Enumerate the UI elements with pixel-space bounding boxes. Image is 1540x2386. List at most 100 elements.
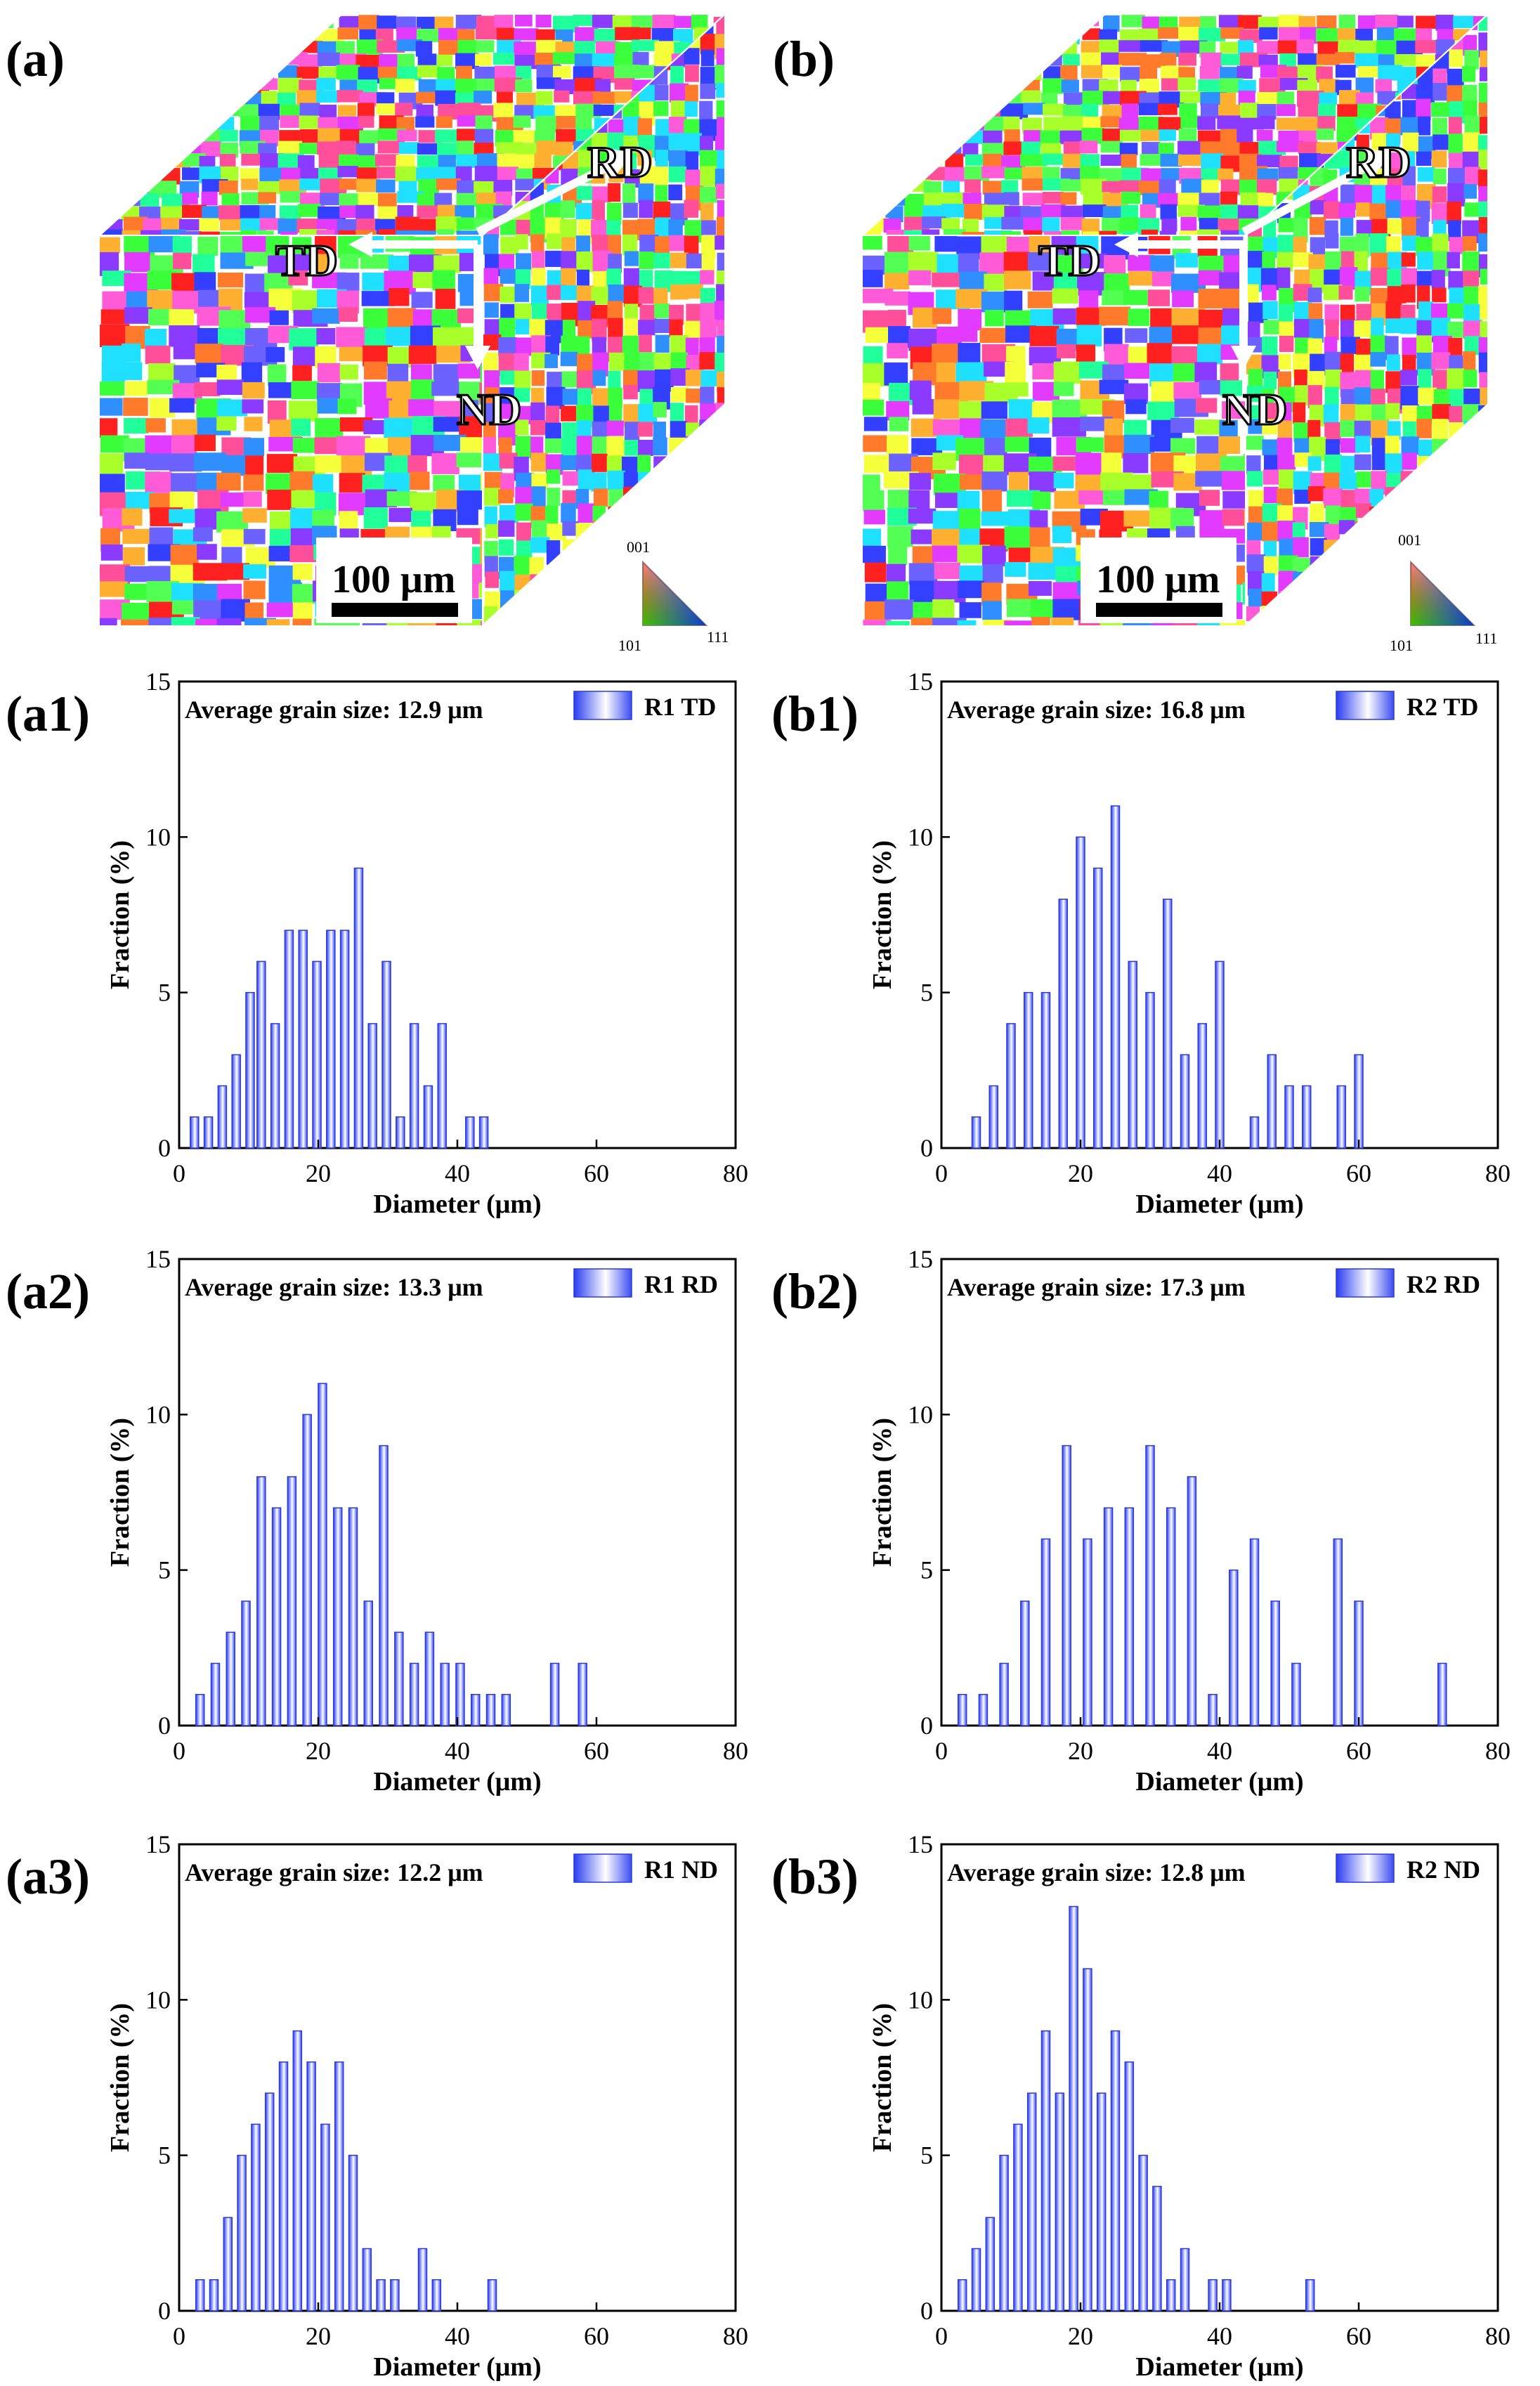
x-tick-label: 80: [1485, 2322, 1510, 2350]
grain: [863, 545, 886, 563]
grain: [1453, 15, 1476, 29]
grain: [159, 53, 177, 68]
grain: [1371, 539, 1385, 557]
grain: [336, 65, 360, 80]
td-arrowhead-b: [1114, 232, 1138, 257]
grain: [1139, 79, 1159, 93]
grain: [436, 178, 461, 190]
grain: [199, 117, 220, 129]
grain: [1324, 540, 1341, 560]
grain: [1081, 128, 1105, 144]
grain: [436, 54, 452, 67]
grain: [1278, 469, 1296, 490]
grain: [714, 301, 725, 326]
grain: [639, 270, 653, 290]
grain: [1200, 103, 1219, 119]
grain: [1278, 15, 1303, 28]
grain: [516, 337, 534, 356]
grain: [1220, 92, 1236, 108]
grain: [592, 200, 606, 222]
grain: [699, 520, 715, 540]
grain: [418, 230, 436, 235]
grain: [884, 77, 912, 93]
grain: [1310, 268, 1326, 293]
grain: [905, 193, 930, 208]
grain: [1435, 14, 1454, 31]
grain: [1121, 204, 1139, 222]
grain: [141, 103, 163, 117]
grain: [1220, 204, 1242, 221]
grain: [1316, 142, 1338, 158]
grain: [942, 115, 961, 133]
histogram-bar: [390, 2279, 400, 2312]
grain: [257, 230, 274, 235]
grain: [1118, 117, 1140, 131]
grain: [280, 105, 306, 118]
grain: [903, 129, 920, 141]
grain: [244, 417, 263, 431]
histogram-bar: [1336, 1085, 1346, 1149]
grain: [1338, 39, 1359, 55]
x-tick-label: 60: [584, 1737, 609, 1765]
grain: [595, 41, 620, 54]
grain: [1003, 53, 1026, 70]
histogram-bar: [210, 1662, 221, 1726]
grain: [1371, 389, 1385, 410]
grain: [1079, 141, 1098, 154]
grain: [863, 206, 883, 221]
grain: [100, 545, 123, 561]
grain: [243, 474, 264, 491]
grain: [885, 40, 901, 57]
grain: [964, 179, 981, 195]
grain: [1043, 117, 1062, 131]
grain: [1246, 471, 1263, 487]
grain: [715, 506, 725, 526]
grain: [1277, 402, 1292, 423]
grain: [959, 508, 981, 533]
grain: [1324, 625, 1342, 641]
grain: [546, 587, 566, 613]
grain: [119, 79, 143, 91]
grain: [545, 422, 561, 443]
grain: [903, 79, 929, 92]
histogram-bar: [1145, 1445, 1155, 1726]
grain: [1335, 65, 1356, 78]
grain: [981, 41, 1008, 56]
grain: [684, 200, 698, 218]
grain: [1277, 488, 1293, 507]
grain: [575, 608, 592, 625]
x-tick-label: 40: [1207, 1737, 1232, 1765]
x-axis-label: Diameter (μm): [1135, 1189, 1303, 1219]
grain: [545, 505, 559, 525]
grain: [624, 439, 643, 456]
grain: [410, 471, 430, 490]
grain: [361, 291, 395, 306]
y-tick-label: 10: [145, 1986, 171, 2014]
grain: [637, 150, 653, 166]
grain: [863, 270, 883, 287]
grain: [700, 202, 714, 226]
grain: [574, 53, 596, 67]
grain: [436, 216, 462, 233]
histogram-bar: [440, 1662, 450, 1726]
x-axis-label: Diameter (μm): [373, 1189, 541, 1219]
grain: [318, 128, 341, 145]
grain: [699, 337, 715, 355]
grain: [514, 284, 530, 302]
grain: [436, 116, 452, 129]
grain: [122, 41, 141, 58]
grain: [591, 590, 605, 615]
grain: [1416, 270, 1436, 286]
grain: [1100, 116, 1120, 128]
grain: [1029, 326, 1059, 346]
grain: [530, 234, 544, 252]
grain: [699, 419, 717, 438]
grain: [614, 53, 635, 65]
grain: [378, 193, 397, 207]
grain: [1060, 65, 1078, 82]
grain: [1083, 231, 1101, 235]
grain: [622, 183, 636, 204]
grain: [339, 193, 365, 206]
grain: [1401, 488, 1415, 509]
grain: [863, 399, 885, 416]
